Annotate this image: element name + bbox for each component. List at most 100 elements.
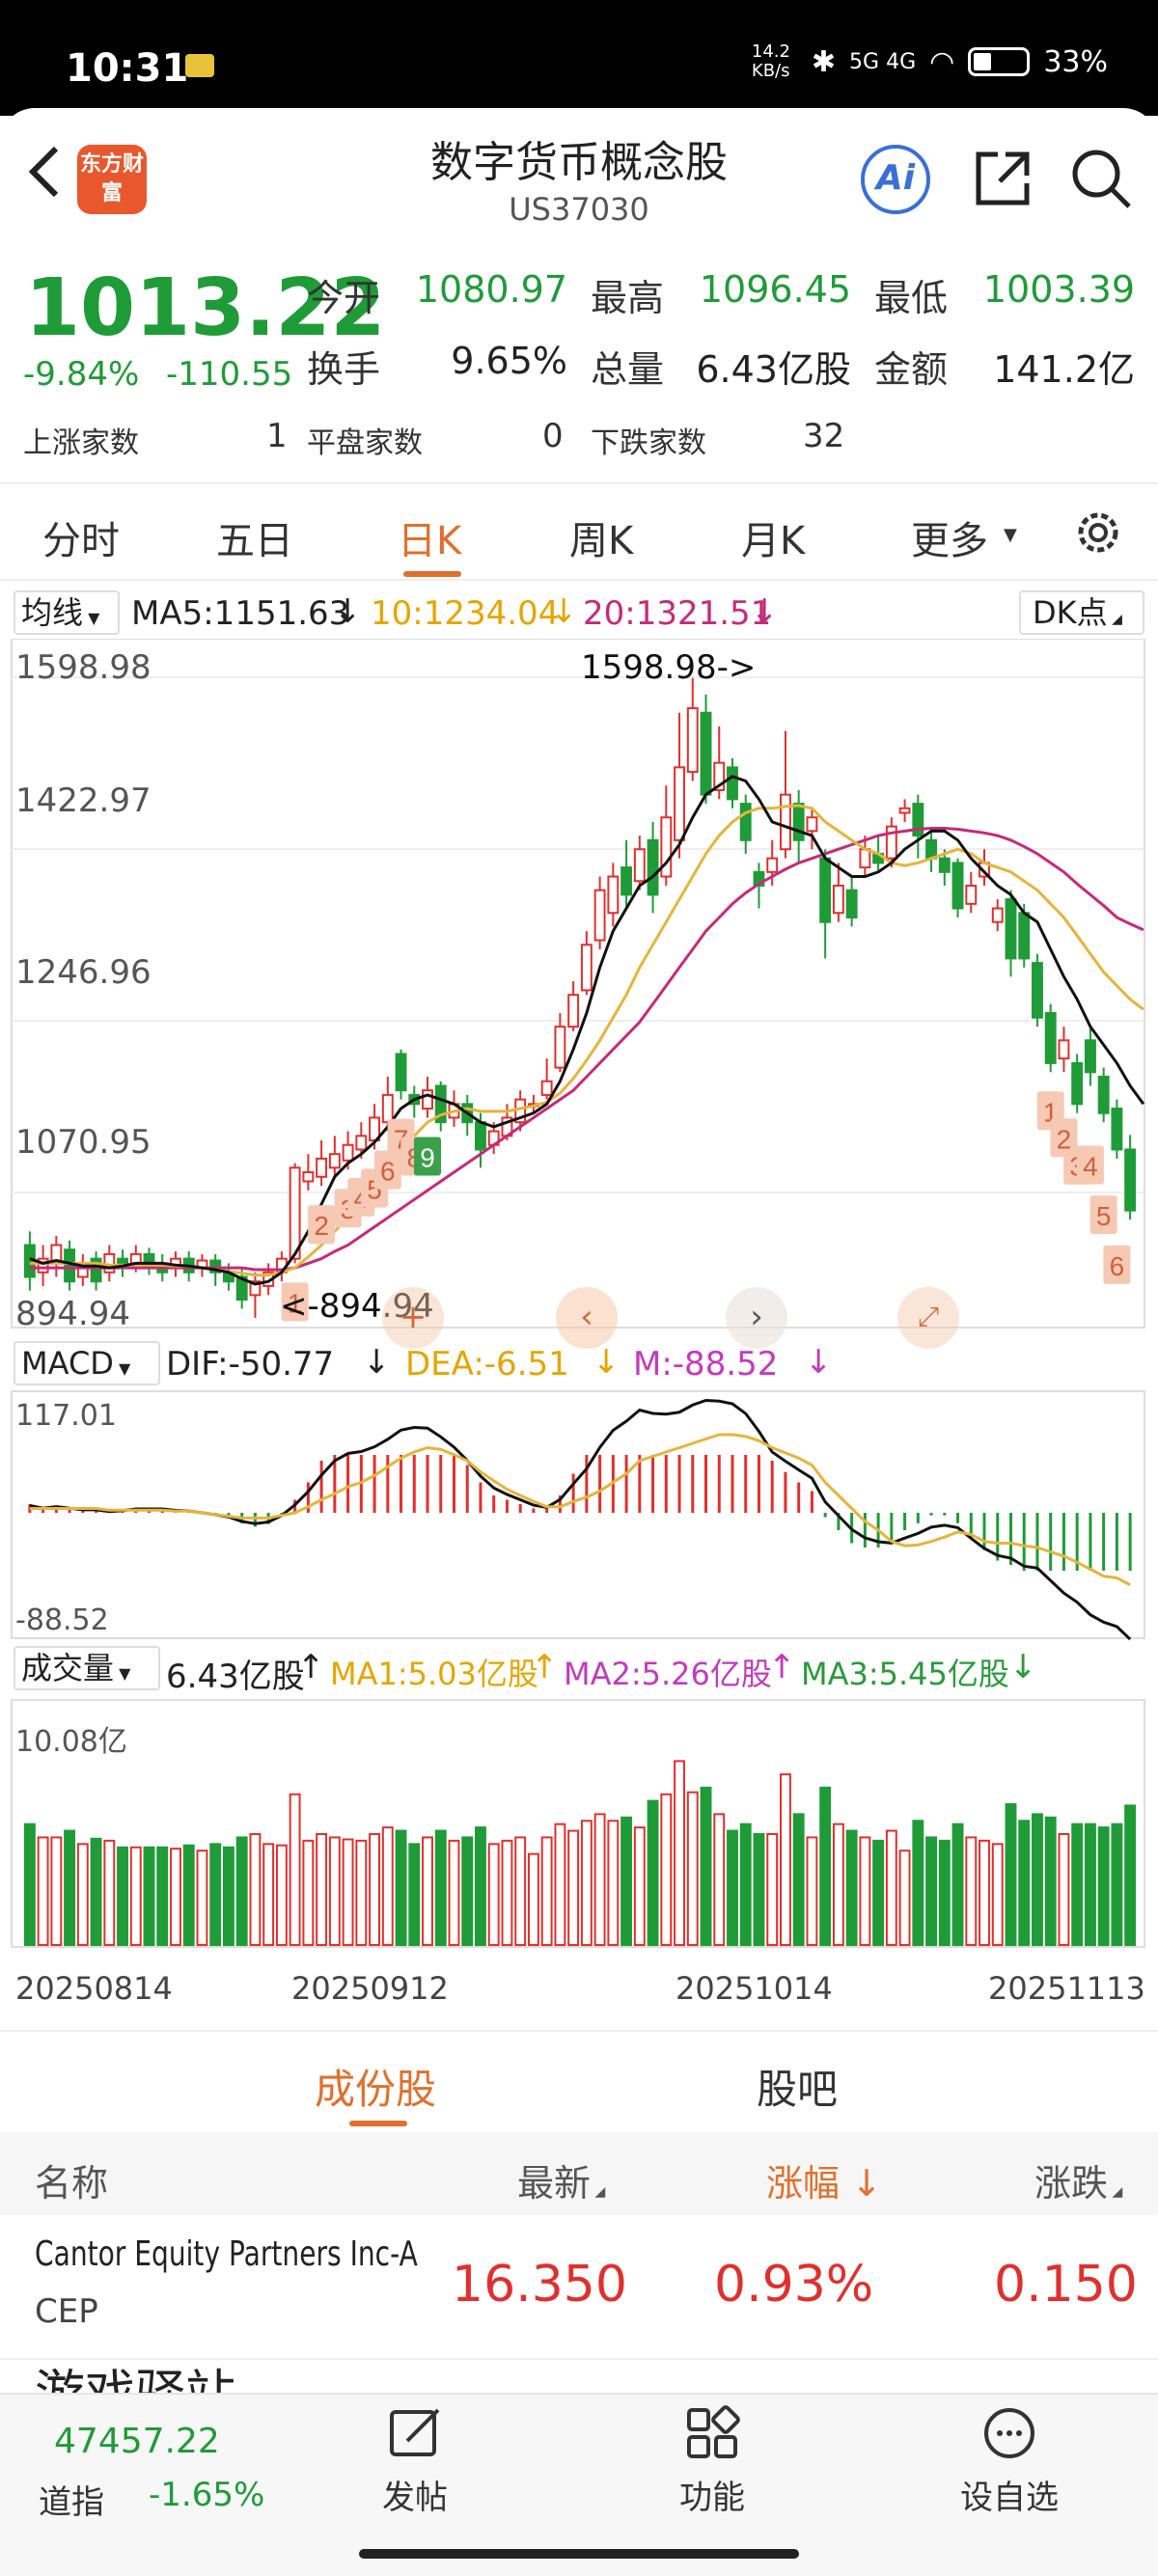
last-price: 1013.22 [25,262,386,354]
col-pct[interactable]: 涨幅 ↓ [766,2153,882,2206]
volume-bar [422,1836,433,1946]
function-button[interactable]: 功能 [645,2404,780,2518]
volume-bar [182,1844,195,1946]
col-latest[interactable]: 最新 ◢ [517,2162,606,2205]
volume-bar [1084,1822,1096,1946]
volume-bar [925,1836,938,1946]
chart-next-button[interactable]: › [726,1287,787,1349]
next-row-partial: 游戏驿站 [35,2366,235,2393]
volume-bar [275,1844,288,1946]
volume-bar [885,1829,897,1946]
volume-bar [593,1813,606,1946]
date-label-1: 20250814 [15,1970,173,2007]
macd-selector[interactable]: MACD ▼ [14,1341,160,1385]
page-subtitle: US37030 [509,191,649,228]
date-label-2: 20250912 [291,1970,449,2007]
high-label: 最高 [591,277,665,319]
chart-zoom-in-button[interactable]: + [382,1287,444,1349]
ma-selector[interactable]: 均线 ▼ [14,590,120,635]
ma10-value: 10:1234.04 [371,594,560,633]
volume-bar [514,1836,527,1946]
volume-value: 6.43亿股 [696,348,851,391]
search-button[interactable] [1069,147,1133,210]
vol-ma2-arrow-icon: ↑ [768,1648,796,1686]
volume-bar [567,1829,580,1946]
candle-body [660,816,673,878]
turnover-label: 换手 [307,348,381,391]
chart-settings-button[interactable] [1073,507,1123,558]
candle-body [792,803,805,841]
candle-body [753,870,765,887]
share-icon [976,151,1030,206]
post-button[interactable]: 发帖 [347,2404,482,2518]
flat-count-label: 平盘家数 [307,426,423,460]
candle-body [766,857,779,873]
tab-forum[interactable]: 股吧 [757,2066,839,2113]
add-watchlist-button[interactable]: 设自选 [942,2404,1077,2518]
table-row[interactable]: Cantor Equity Partners Inc-A CEP 16.350 … [0,2215,1158,2360]
wifi-icon: ◠ [929,44,955,79]
index-ticker[interactable]: 47457.22 道指 -1.65% [29,2422,309,2528]
dk-sell-label: 6 [1110,1251,1125,1281]
volume-bar [686,1791,699,1946]
volume-bar [222,1846,234,1946]
volume-bar [647,1799,659,1946]
volume-bar [129,1846,142,1946]
volume-bar [369,1833,381,1946]
candle-body [289,1166,301,1260]
back-button[interactable] [21,143,69,201]
ma20-line [29,827,1144,1272]
home-indicator [359,2549,799,2559]
volume-bar [1071,1822,1084,1946]
ma-selector-label: 均线 [21,594,84,631]
tab-more[interactable]: 更多 [911,519,988,563]
tab-weekly[interactable]: 周K [569,519,634,563]
up-count: 1 [266,417,288,455]
candle-body [64,1248,76,1283]
dk-buy-signal [281,1282,309,1322]
down-count: 32 [803,417,845,455]
volume-bar [328,1836,341,1946]
stock-chg: 0.150 [994,2256,1138,2314]
volume-bar [674,1760,685,1946]
dk-sell-label: 5 [1096,1201,1112,1231]
tab-components[interactable]: 成份股 [315,2066,437,2113]
candle-body [342,1143,354,1162]
dk-buy-label: 9 [420,1142,435,1172]
index-name: 道指 [39,2483,104,2522]
volume-bar [700,1786,712,1946]
dk-point-button[interactable]: DK点 ◢ [1019,590,1144,635]
chart-prev-button[interactable]: ‹ [556,1287,618,1349]
tab-daily[interactable]: 日K [398,519,462,563]
ai-button[interactable]: Ai [861,145,930,214]
volume-bar [554,1822,566,1946]
candle-body [938,857,951,873]
more-circle-icon [984,2408,1034,2458]
amount-value: 141.2亿 [993,348,1135,391]
tab-5day[interactable]: 五日 [216,519,293,563]
tab-intraday[interactable]: 分时 [42,519,120,563]
col-latest-label: 最新 [517,2162,592,2205]
chevron-down-icon: ▼ [1004,525,1017,545]
candle-body [37,1257,49,1274]
chart-fullscreen-button[interactable]: ⤢ [897,1287,959,1349]
volume-bar [1005,1803,1017,1946]
candle-body [1018,912,1031,960]
tab-monthly[interactable]: 月K [741,519,806,563]
volume-bar [90,1837,102,1946]
volume-bar [620,1816,633,1946]
candle-body [328,1153,341,1169]
volume-bar [607,1820,620,1946]
share-button[interactable] [971,147,1034,210]
logo-text: 东方财富 [79,152,144,206]
col-chg[interactable]: 涨跌 ◢ [1034,2162,1123,2205]
battery-icon [968,47,1031,76]
candle-body [90,1257,102,1283]
change-value: -110.55 [166,355,293,394]
candle-body [713,761,726,791]
volume-selector[interactable]: 成交量 ▼ [14,1646,160,1690]
edit-icon [390,2408,440,2456]
dropdown-caret-icon: ▼ [83,609,100,627]
ma20-down-arrow-icon: ↓ [751,592,779,631]
candle-body [422,1089,433,1110]
